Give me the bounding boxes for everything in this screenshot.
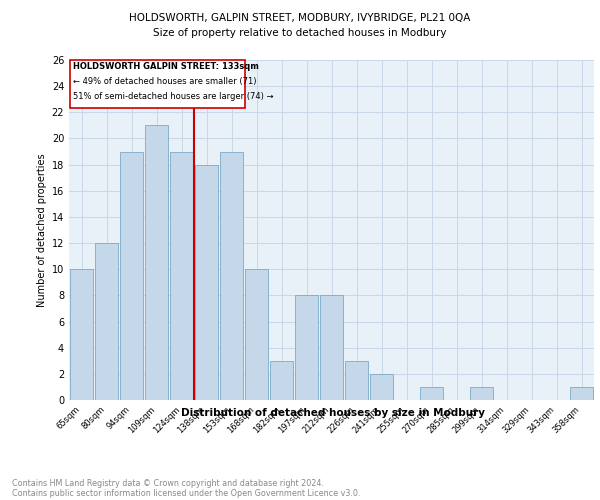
Bar [295, 296, 319, 400]
FancyBboxPatch shape [70, 60, 245, 108]
Bar [220, 152, 244, 400]
Text: Distribution of detached houses by size in Modbury: Distribution of detached houses by size … [181, 408, 485, 418]
Bar [269, 361, 293, 400]
Text: HOLDSWORTH GALPIN STREET: 133sqm: HOLDSWORTH GALPIN STREET: 133sqm [73, 62, 259, 71]
Text: 51% of semi-detached houses are larger (74) →: 51% of semi-detached houses are larger (… [73, 92, 274, 101]
Bar [419, 387, 443, 400]
Bar [344, 361, 368, 400]
Bar [470, 387, 493, 400]
Bar [119, 152, 143, 400]
Bar [170, 152, 193, 400]
Bar [95, 243, 118, 400]
Text: ← 49% of detached houses are smaller (71): ← 49% of detached houses are smaller (71… [73, 77, 257, 86]
Bar [70, 269, 94, 400]
Bar [245, 269, 268, 400]
Text: Contains HM Land Registry data © Crown copyright and database right 2024.: Contains HM Land Registry data © Crown c… [12, 478, 324, 488]
Text: Contains public sector information licensed under the Open Government Licence v3: Contains public sector information licen… [12, 488, 361, 498]
Bar [370, 374, 394, 400]
Bar [145, 126, 169, 400]
Text: Size of property relative to detached houses in Modbury: Size of property relative to detached ho… [153, 28, 447, 38]
Y-axis label: Number of detached properties: Number of detached properties [37, 153, 47, 307]
Bar [194, 164, 218, 400]
Text: HOLDSWORTH, GALPIN STREET, MODBURY, IVYBRIDGE, PL21 0QA: HOLDSWORTH, GALPIN STREET, MODBURY, IVYB… [130, 12, 470, 22]
Bar [320, 296, 343, 400]
Bar [569, 387, 593, 400]
